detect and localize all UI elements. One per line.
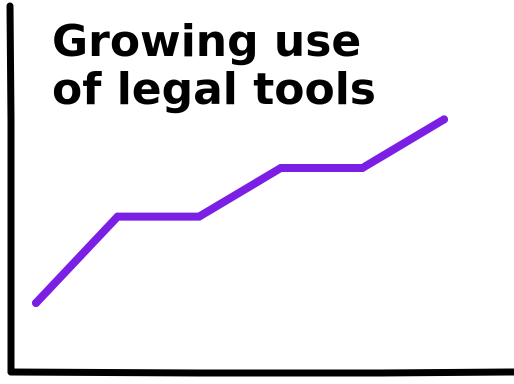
data-point-1-2: [113, 212, 122, 221]
data-point-1-4: [276, 164, 285, 172]
series-line-1: [32, 115, 448, 307]
chart-title-line-2: of legal tools: [52, 63, 376, 115]
data-point-1-5: [358, 164, 367, 172]
data-point-1-3: [195, 212, 204, 221]
axes: [6, 2, 514, 377]
y-axis-line: [6, 2, 15, 376]
chart-title: Growing use of legal tools: [52, 18, 382, 113]
data-point-1-1: [32, 299, 40, 307]
series-group: [32, 115, 448, 307]
data-point-1-6: [440, 115, 448, 124]
chart-title-line-1: Growing use: [52, 16, 362, 67]
x-axis-line: [7, 368, 514, 377]
